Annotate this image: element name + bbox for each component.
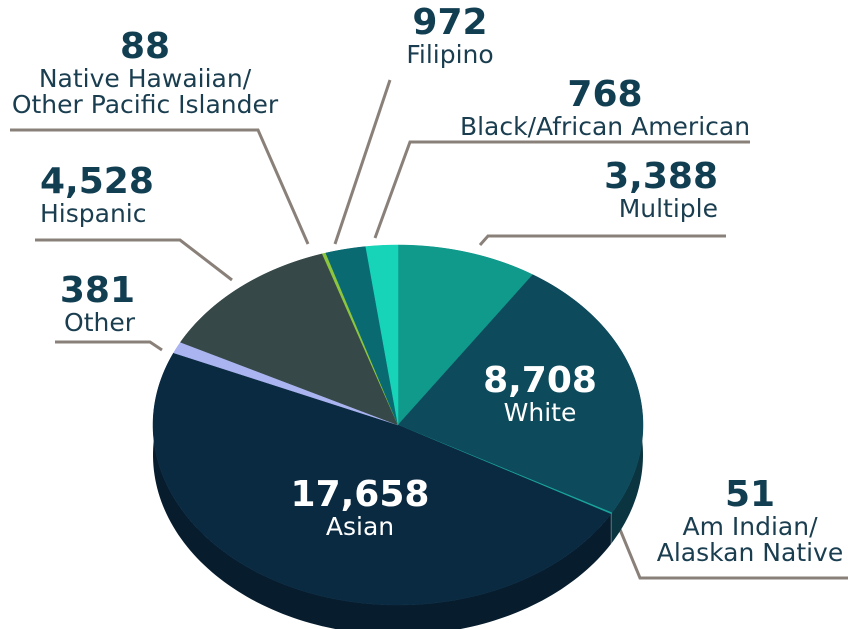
slice-label: 88 Native Hawaiian/ Other Pacific Islande… [0, 28, 305, 118]
category-label: Other [64, 307, 135, 337]
value-label: 3,388 [604, 156, 718, 197]
slice-label: 51 Am Indian/ Alaskan Native [590, 476, 848, 566]
slice-label: 17,658 Asian [200, 476, 520, 540]
category-label: Black/African American [459, 111, 751, 141]
category-label: White [503, 397, 577, 427]
category-label: Filipino [406, 39, 494, 69]
slice-label: 381 Other [0, 272, 135, 336]
pie-tops [152, 244, 644, 606]
value-label: 88 [119, 26, 171, 67]
category-label: Hispanic [40, 198, 147, 228]
slice [397, 274, 644, 514]
category-label: Multiple [618, 193, 718, 223]
value-label: 51 [724, 474, 776, 515]
value-label: 381 [59, 270, 135, 311]
value-label: 8,708 [483, 360, 597, 401]
value-label: 17,658 [290, 474, 430, 515]
leader-line [333, 79, 392, 245]
slice [152, 352, 612, 606]
leader-line [35, 238, 233, 282]
leader-lines [10, 79, 848, 580]
slice-label: 768 Black/African American [445, 76, 765, 140]
leader-line [478, 234, 726, 246]
value-label: 972 [412, 2, 488, 43]
slice-label: 8,708 White [380, 362, 700, 426]
category-label: Asian [325, 511, 395, 541]
slice [325, 246, 399, 426]
leader-line [373, 140, 750, 239]
leader-line [10, 128, 310, 245]
leader-line [610, 509, 848, 580]
slice-label: 3,388 Multiple [398, 158, 718, 222]
slice [180, 253, 399, 426]
slice-side [610, 512, 612, 545]
value-label: 768 [567, 74, 643, 115]
slice-label: 4,528 Hispanic [40, 163, 360, 227]
value-label: 4,528 [40, 161, 154, 202]
leader-line [55, 340, 163, 352]
category-label: Native Hawaiian/ Other Pacific Islander [11, 63, 279, 120]
slice [365, 244, 399, 426]
category-label: Am Indian/ Alaskan Native [656, 511, 844, 568]
slice [397, 244, 534, 426]
slice-label: 972 Filipino [290, 4, 610, 68]
